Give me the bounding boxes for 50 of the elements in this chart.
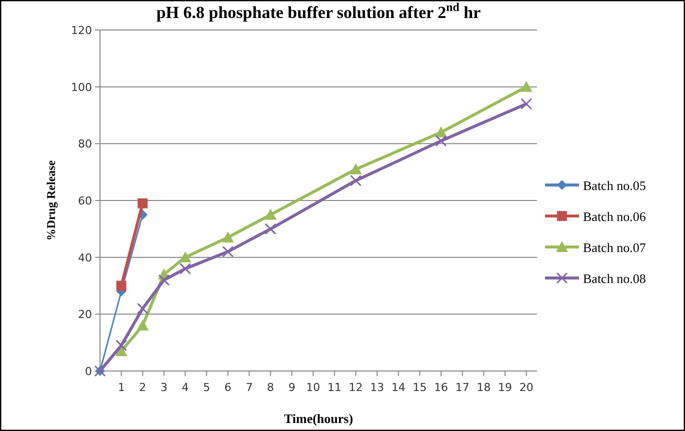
x-tick-label: 5 (203, 381, 210, 394)
x-axis-title: Time(hours) (284, 411, 354, 426)
y-tick-label: 120 (71, 24, 92, 37)
x-tick-label: 11 (327, 381, 342, 394)
x-tick-label: 2 (139, 381, 146, 394)
x-tick-label: 17 (455, 381, 470, 394)
point (264, 208, 277, 220)
x-tick-label: 19 (498, 381, 512, 394)
y-tick-label: 60 (78, 194, 92, 208)
point (435, 135, 447, 147)
legend-label: Batch no.07 (583, 240, 646, 255)
x-tick-label: 16 (434, 381, 448, 394)
x-tick-label: 12 (348, 381, 363, 394)
point (520, 98, 532, 110)
point (136, 302, 148, 314)
x-tick-label: 13 (370, 381, 384, 394)
point (264, 223, 276, 235)
x-tick-label: 20 (519, 381, 534, 394)
point (158, 274, 170, 286)
point (138, 198, 148, 208)
x-tick-label: 10 (306, 381, 320, 394)
legend-label: Batch no.06 (583, 209, 646, 224)
x-tick-label: 3 (160, 381, 168, 394)
y-axis-title: %Drug Release (44, 160, 58, 241)
y-tick-label: 100 (71, 80, 92, 94)
x-tick-label: 6 (224, 381, 232, 394)
point (520, 80, 532, 92)
y-tick-label: 0 (85, 365, 92, 378)
x-tick-label: 9 (288, 381, 296, 394)
chart-title: pH 6.8 phosphate buffer solution after 2$^{nd}$ hr (156, 0, 482, 22)
legend-label: Batch no.08 (583, 271, 646, 286)
legend-label: Batch no.05 (583, 178, 646, 193)
point (180, 262, 192, 274)
point (136, 320, 149, 331)
x-tick-label: 18 (476, 381, 491, 394)
y-tick-label: 40 (78, 251, 92, 264)
y-tick-label: 80 (78, 138, 92, 151)
point (350, 174, 362, 186)
x-tick-label: 1 (118, 381, 125, 394)
y-tick-label: 20 (78, 308, 92, 322)
point (222, 231, 234, 242)
point (350, 163, 362, 174)
x-tick-label: 7 (246, 381, 253, 394)
x-tick-label: 8 (267, 381, 274, 394)
x-tick-label: 15 (412, 381, 427, 394)
x-tick-label: 4 (182, 381, 189, 394)
x-tick-label: 14 (391, 381, 406, 394)
point (116, 340, 128, 352)
point (116, 280, 126, 291)
point (222, 246, 234, 258)
